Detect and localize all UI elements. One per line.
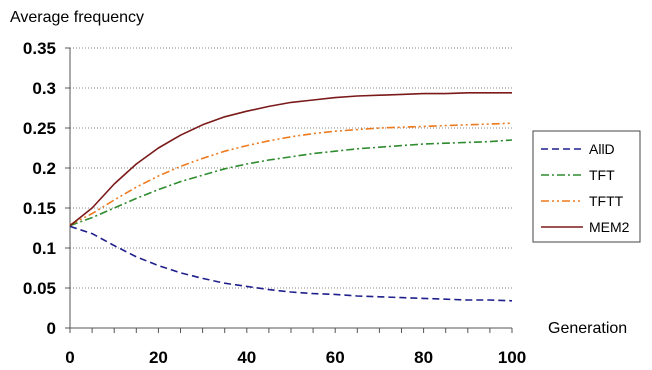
y-tick-label-2: 0.1 <box>32 239 56 258</box>
legend-label-alld: AllD <box>589 141 615 157</box>
series-line-alld <box>69 225 513 302</box>
x-tick-label-0: 0 <box>65 348 74 367</box>
y-tick-label-6: 0.3 <box>32 79 56 98</box>
x-tick-label-4: 80 <box>414 348 433 367</box>
axes: 0 0.05 0.1 0.15 0.2 0.25 0.3 0.35 0 20 40 60 80 100 <box>23 39 526 367</box>
y-tick-label-7: 0.35 <box>23 39 56 58</box>
grid <box>70 47 512 289</box>
legend-box <box>532 130 641 243</box>
legend: AllD TFT TFTT MEM2 <box>532 130 641 243</box>
series-line-tftt <box>69 122 513 226</box>
y-tick-label-3: 0.15 <box>23 199 56 218</box>
x-tick-label-2: 40 <box>237 348 256 367</box>
y-tick-label-4: 0.2 <box>32 159 56 178</box>
y-tick-label-1: 0.05 <box>23 279 56 298</box>
legend-label-tftt: TFTT <box>589 193 624 209</box>
y-tick-label-5: 0.25 <box>23 119 56 138</box>
legend-label-mem2: MEM2 <box>589 219 630 235</box>
legend-label-tft: TFT <box>589 167 615 183</box>
series-lines <box>69 92 513 302</box>
x-axis-title: Generation <box>548 320 627 337</box>
y-axis-title: Average frequency <box>10 9 144 26</box>
series-line-mem2 <box>69 92 512 227</box>
x-tick-label-1: 20 <box>149 348 168 367</box>
x-tick-label-3: 60 <box>326 348 345 367</box>
x-tick-label-5: 100 <box>498 348 526 367</box>
y-tick-label-0: 0 <box>47 319 56 338</box>
series-line-tft <box>69 139 513 227</box>
